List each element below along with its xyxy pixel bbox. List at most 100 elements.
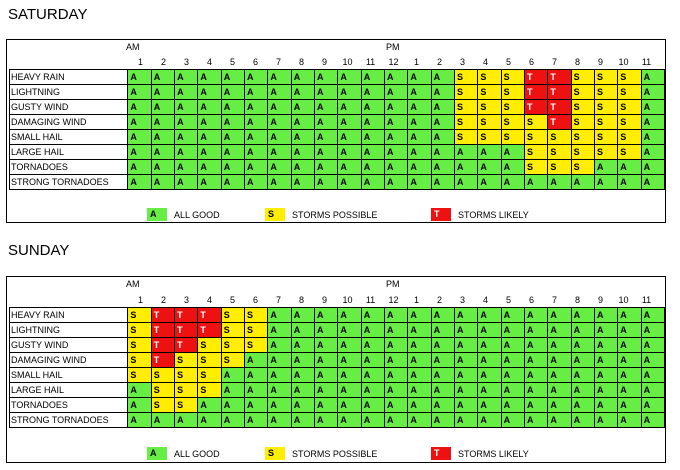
risk-cell: T bbox=[523, 99, 549, 115]
risk-cell: A bbox=[407, 129, 432, 145]
legend-label: STORMS POSSIBLE bbox=[292, 209, 378, 220]
risk-cell: A bbox=[617, 159, 642, 175]
risk-cell: A bbox=[220, 84, 246, 100]
risk-cell: A bbox=[267, 337, 292, 353]
risk-cell: A bbox=[290, 159, 316, 175]
risk-cell: A bbox=[220, 129, 246, 145]
risk-cell: A bbox=[547, 367, 572, 383]
risk-cell: A bbox=[197, 84, 222, 100]
risk-cell: A bbox=[314, 352, 339, 368]
risk-cell: T bbox=[174, 322, 199, 338]
risk-cell: A bbox=[547, 337, 572, 353]
risk-cell: A bbox=[220, 412, 246, 428]
risk-cell: A bbox=[314, 69, 339, 85]
risk-cell: A bbox=[267, 99, 292, 115]
risk-cell: A bbox=[407, 69, 432, 85]
risk-cell: A bbox=[547, 382, 572, 398]
risk-cell: A bbox=[290, 144, 316, 160]
risk-cell: A bbox=[337, 322, 362, 338]
risk-cell: A bbox=[617, 367, 642, 383]
risk-cell: A bbox=[337, 129, 362, 145]
risk-cell: A bbox=[244, 367, 269, 383]
risk-cell: S bbox=[477, 69, 502, 85]
risk-cell: A bbox=[617, 307, 642, 323]
hour-label: 3 bbox=[459, 57, 465, 67]
risk-cell: A bbox=[220, 174, 246, 190]
table-row: STRONG TORNADOES A A A A A A A A A A A A A A A A A A A A A A A bbox=[8, 412, 666, 428]
risk-cell: A bbox=[244, 397, 269, 413]
risk-cell: A bbox=[453, 382, 479, 398]
day-title-sunday: SUNDAY bbox=[8, 242, 70, 259]
risk-cell: A bbox=[523, 382, 549, 398]
risk-cell: A bbox=[570, 367, 595, 383]
risk-cell: T bbox=[547, 99, 572, 115]
risk-cell: S bbox=[523, 144, 549, 160]
hazard-label: HEAVY RAIN bbox=[8, 307, 129, 323]
risk-cell: S bbox=[523, 159, 549, 175]
hour-label: 3 bbox=[183, 295, 189, 305]
risk-cell: A bbox=[500, 352, 525, 368]
risk-cell: A bbox=[244, 412, 269, 428]
risk-cell: A bbox=[127, 159, 152, 175]
risk-cell: A bbox=[290, 129, 316, 145]
risk-cell: A bbox=[150, 69, 176, 85]
risk-cell: A bbox=[617, 397, 642, 413]
risk-cell: S bbox=[127, 367, 152, 383]
legend-item: A ALL GOOD bbox=[147, 447, 220, 460]
risk-cell: A bbox=[617, 352, 642, 368]
hour-label: 12 bbox=[388, 295, 399, 305]
risk-cell: A bbox=[220, 159, 246, 175]
risk-cell: A bbox=[290, 69, 316, 85]
risk-cell: A bbox=[290, 382, 316, 398]
risk-cell: S bbox=[453, 69, 479, 85]
risk-cell: A bbox=[407, 337, 432, 353]
risk-cell: A bbox=[314, 412, 339, 428]
risk-cell: A bbox=[314, 382, 339, 398]
hazard-label: DAMAGING WIND bbox=[8, 114, 129, 130]
risk-cell: A bbox=[314, 84, 339, 100]
risk-cell: T bbox=[523, 84, 549, 100]
risk-cell: A bbox=[174, 99, 199, 115]
risk-cell: A bbox=[593, 174, 619, 190]
risk-cell: S bbox=[453, 84, 479, 100]
risk-cell: A bbox=[477, 412, 502, 428]
risk-cell: S bbox=[127, 352, 152, 368]
risk-cell: A bbox=[174, 159, 199, 175]
hazard-label: LIGHTNING bbox=[8, 84, 129, 100]
risk-cell: S bbox=[127, 337, 152, 353]
risk-cell: S bbox=[127, 307, 152, 323]
risk-cell: A bbox=[640, 84, 666, 100]
risk-cell: A bbox=[617, 322, 642, 338]
risk-cell: A bbox=[290, 367, 316, 383]
risk-cell: A bbox=[384, 367, 409, 383]
risk-cell: A bbox=[523, 397, 549, 413]
legend-swatch: S bbox=[265, 447, 285, 460]
risk-cell: A bbox=[477, 382, 502, 398]
risk-cell: S bbox=[500, 99, 525, 115]
risk-cell: A bbox=[267, 84, 292, 100]
risk-cell: S bbox=[453, 114, 479, 130]
risk-cell: A bbox=[244, 382, 269, 398]
risk-cell: A bbox=[570, 352, 595, 368]
hour-label: 11 bbox=[365, 295, 376, 305]
risk-cell: S bbox=[453, 129, 479, 145]
risk-cell: A bbox=[477, 367, 502, 383]
risk-cell: A bbox=[547, 174, 572, 190]
risk-cell: A bbox=[477, 144, 502, 160]
risk-cell: A bbox=[384, 99, 409, 115]
risk-cell: A bbox=[127, 114, 152, 130]
risk-cell: S bbox=[197, 352, 222, 368]
risk-cell: A bbox=[407, 114, 432, 130]
risk-cell: A bbox=[314, 307, 339, 323]
risk-cell: S bbox=[150, 367, 176, 383]
risk-cell: A bbox=[384, 382, 409, 398]
risk-cell: A bbox=[500, 159, 525, 175]
risk-cell: A bbox=[430, 144, 456, 160]
risk-cell: A bbox=[337, 352, 362, 368]
legend-label: STORMS POSSIBLE bbox=[292, 448, 378, 459]
risk-cell: A bbox=[267, 367, 292, 383]
risk-cell: A bbox=[197, 69, 222, 85]
risk-cell: A bbox=[360, 84, 386, 100]
risk-cell: A bbox=[500, 367, 525, 383]
risk-cell: A bbox=[593, 337, 619, 353]
